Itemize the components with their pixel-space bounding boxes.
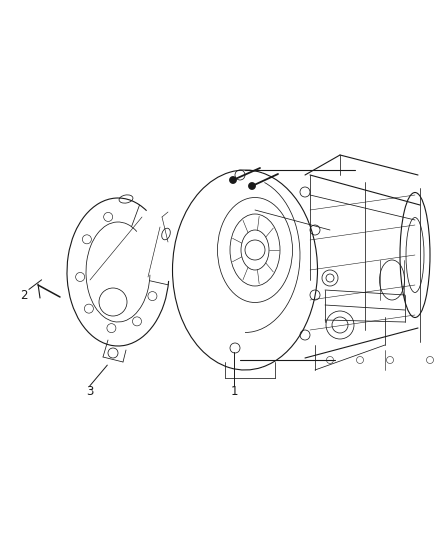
Text: 3: 3	[86, 385, 93, 398]
Text: 1: 1	[230, 385, 238, 398]
Circle shape	[248, 182, 255, 190]
Circle shape	[230, 176, 237, 183]
Text: 2: 2	[20, 289, 28, 302]
